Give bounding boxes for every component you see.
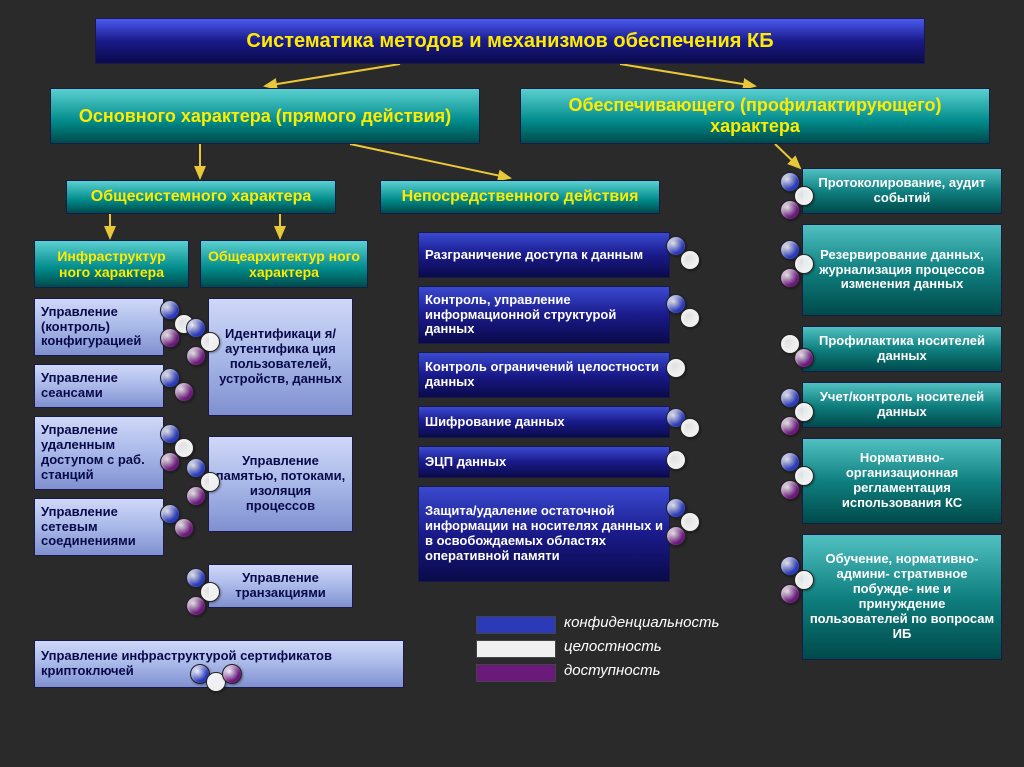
- c4-item-5: Нормативно-организационная регламентация…: [802, 438, 1002, 524]
- header-arch: Общеархитектур ного характера: [200, 240, 368, 288]
- c1-item-2: Управление сеансами: [34, 364, 164, 408]
- c2-item-1: Идентификаци я/аутентифика ция пользоват…: [208, 298, 353, 416]
- legend-swatch-avail: [476, 664, 556, 682]
- property-dot-avail: [186, 596, 206, 616]
- legend-swatch-integ: [476, 640, 556, 658]
- property-dot-avail: [160, 328, 180, 348]
- legend-label-integ: целостность: [564, 638, 662, 655]
- property-dot-avail: [222, 664, 242, 684]
- c1-item-1: Управление (контроль) конфигурацией: [34, 298, 164, 356]
- property-dot-avail: [186, 486, 206, 506]
- property-dot-avail: [780, 584, 800, 604]
- property-dot-avail: [794, 348, 814, 368]
- subcat-left: Общесистемного характера: [66, 180, 336, 214]
- diagram-canvas: Систематика методов и механизмов обеспеч…: [0, 0, 1024, 767]
- c2-item-2: Управление памятью, потоками, изоляция п…: [208, 436, 353, 532]
- property-dot-avail: [780, 268, 800, 288]
- property-dot-avail: [780, 480, 800, 500]
- property-dot-avail: [174, 518, 194, 538]
- legend-label-conf: конфиденциальность: [564, 614, 719, 631]
- c3-item-3: Контроль ограничений целостности данных: [418, 352, 670, 398]
- property-dot-avail: [160, 452, 180, 472]
- property-dot-avail: [174, 382, 194, 402]
- c1-item-4: Управление сетевым соединениями: [34, 498, 164, 556]
- c4-item-6: Обучение, нормативно-админи- стративное …: [802, 534, 1002, 660]
- c3-item-2: Контроль, управление информационной стру…: [418, 286, 670, 344]
- subcat-right: Непосредственного действия: [380, 180, 660, 214]
- c1-item-3: Управление удаленным доступом с раб. ста…: [34, 416, 164, 490]
- property-dot-avail: [186, 346, 206, 366]
- property-dot-avail: [780, 416, 800, 436]
- category-right: Обеспечивающего (профилактирующего) хара…: [520, 88, 990, 144]
- c4-item-3: Профилактика носителей данных: [802, 326, 1002, 372]
- c3-item-1: Разграничение доступа к данным: [418, 232, 670, 278]
- legend-swatch-conf: [476, 616, 556, 634]
- c2-item-3: Управление транзакциями: [208, 564, 353, 608]
- property-dot-integ: [680, 250, 700, 270]
- category-left: Основного характера (прямого действия): [50, 88, 480, 144]
- property-dot-integ: [680, 308, 700, 328]
- legend-label-avail: доступность: [564, 662, 661, 679]
- c3-item-6: Защита/удаление остаточной информации на…: [418, 486, 670, 582]
- property-dot-integ: [666, 450, 686, 470]
- property-dot-integ: [666, 358, 686, 378]
- property-dot-integ: [680, 418, 700, 438]
- c3-item-5: ЭЦП данных: [418, 446, 670, 478]
- property-dot-avail: [780, 200, 800, 220]
- header-infra: Инфраструктур ного характера: [34, 240, 189, 288]
- property-dot-avail: [666, 526, 686, 546]
- c4-item-4: Учет/контроль носителей данных: [802, 382, 1002, 428]
- c4-item-1: Протоколирование, аудит событий: [802, 168, 1002, 214]
- c4-item-2: Резервирование данных, журнализация проц…: [802, 224, 1002, 316]
- main-title: Систематика методов и механизмов обеспеч…: [95, 18, 925, 64]
- c3-item-4: Шифрование данных: [418, 406, 670, 438]
